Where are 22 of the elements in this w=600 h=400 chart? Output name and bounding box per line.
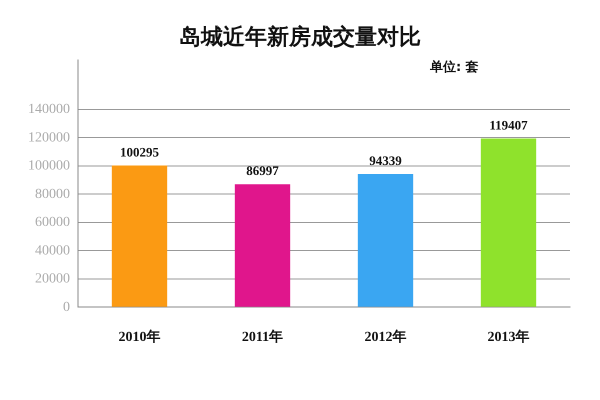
bar [112, 166, 168, 307]
data-label: 94339 [369, 152, 402, 168]
y-tick-label: 120000 [28, 130, 70, 146]
annotation: 单位: 套 [430, 59, 479, 76]
data-label: 119407 [489, 117, 528, 132]
y-tick-label: 80000 [35, 186, 70, 202]
x-tick-label: 2011年 [242, 329, 284, 346]
bar [234, 184, 290, 307]
data-label: 86997 [246, 163, 280, 178]
y-tick-label: 100000 [28, 158, 70, 174]
y-tick-label: 140000 [28, 102, 70, 118]
y-tick-label: 60000 [35, 215, 70, 230]
x-tick-label: 2013年 [488, 329, 530, 346]
bar [358, 174, 414, 307]
y-tick-label: 20000 [35, 272, 70, 287]
x-tick-label: 2010年 [118, 329, 160, 346]
data-label: 100295 [120, 144, 160, 160]
x-tick-label: 2012年 [364, 329, 406, 346]
chart-title: 岛城近年新房成交量对比 [178, 24, 422, 52]
y-tick-label: 0 [63, 300, 70, 315]
bar [480, 138, 536, 307]
y-tick-label: 40000 [35, 243, 70, 258]
